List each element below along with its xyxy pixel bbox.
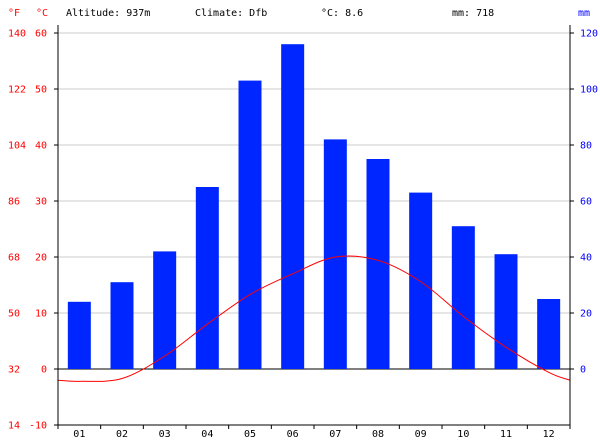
mm-tick-label: 40 <box>580 253 592 264</box>
month-tick-label: 04 <box>201 429 213 440</box>
precip-bar-01 <box>67 301 91 369</box>
fahrenheit-tick-labels: 14 32 50 68 86 104 122 140 <box>8 29 26 432</box>
fahrenheit-tick-label: 122 <box>8 85 26 96</box>
precip-bar-12 <box>537 299 561 369</box>
precip-bar-03 <box>153 251 177 369</box>
month-tick-label: 03 <box>159 429 171 440</box>
month-tick-label: 05 <box>244 429 256 440</box>
fahrenheit-tick-label: 50 <box>8 309 20 320</box>
precip-bar-02 <box>110 282 134 369</box>
fahrenheit-tick-label: 32 <box>8 365 20 376</box>
mm-tick-label: 100 <box>580 85 598 96</box>
month-tick-label: 01 <box>73 429 85 440</box>
month-tick-label: 06 <box>287 429 299 440</box>
month-tick-label: 02 <box>116 429 128 440</box>
celsius-tick-label: 60 <box>35 29 47 40</box>
precipitation-bars <box>67 44 561 369</box>
precip-bar-11 <box>494 254 518 369</box>
celsius-tick-label: 10 <box>35 309 47 320</box>
climate-label: Climate: Dfb <box>195 8 267 19</box>
fahrenheit-tick-label: 104 <box>8 141 26 152</box>
fahrenheit-unit-label: °F <box>8 8 20 19</box>
mm-unit-label: mm <box>578 8 590 19</box>
precip-bar-06 <box>281 44 305 369</box>
precipitation-label: mm: 718 <box>452 8 494 19</box>
mm-tick-label: 80 <box>580 141 592 152</box>
month-tick-label: 12 <box>543 429 555 440</box>
fahrenheit-tick-label: 68 <box>8 253 20 264</box>
axes <box>54 25 574 429</box>
month-tick-label: 11 <box>500 429 512 440</box>
celsius-tick-label: 40 <box>35 141 47 152</box>
mm-tick-label: 20 <box>580 309 592 320</box>
precip-bar-09 <box>409 192 433 369</box>
mm-tick-label: 0 <box>580 365 586 376</box>
fahrenheit-tick-label: 140 <box>8 29 26 40</box>
precip-bar-08 <box>366 159 390 369</box>
fahrenheit-tick-label: 86 <box>8 197 20 208</box>
celsius-tick-labels: -10 0 10 20 30 40 50 60 <box>29 29 47 432</box>
precip-bar-07 <box>323 139 347 369</box>
grid-lines <box>58 32 570 370</box>
mm-tick-labels: 0 20 40 60 80 100 120 <box>580 29 598 376</box>
mm-tick-label: 60 <box>580 197 592 208</box>
month-tick-label: 07 <box>329 429 341 440</box>
month-tick-label: 10 <box>457 429 469 440</box>
month-tick-label: 08 <box>372 429 384 440</box>
month-tick-labels: 01 02 03 04 05 06 07 08 09 10 11 12 <box>73 429 554 440</box>
celsius-tick-label: 30 <box>35 197 47 208</box>
temperature-line <box>57 255 571 382</box>
temperature-label: °C: 8.6 <box>321 8 363 19</box>
fahrenheit-tick-label: 14 <box>8 421 20 432</box>
celsius-unit-label: °C <box>36 8 48 19</box>
celsius-tick-label: -10 <box>29 421 47 432</box>
precip-bar-05 <box>238 80 262 369</box>
altitude-label: Altitude: 937m <box>66 8 150 19</box>
precip-bar-10 <box>451 226 475 369</box>
precip-bar-04 <box>195 187 219 369</box>
temperature-curve <box>57 255 571 382</box>
mm-tick-label: 120 <box>580 29 598 40</box>
celsius-tick-label: 20 <box>35 253 47 264</box>
celsius-tick-label: 0 <box>41 365 47 376</box>
celsius-tick-label: 50 <box>35 85 47 96</box>
month-tick-label: 09 <box>415 429 427 440</box>
